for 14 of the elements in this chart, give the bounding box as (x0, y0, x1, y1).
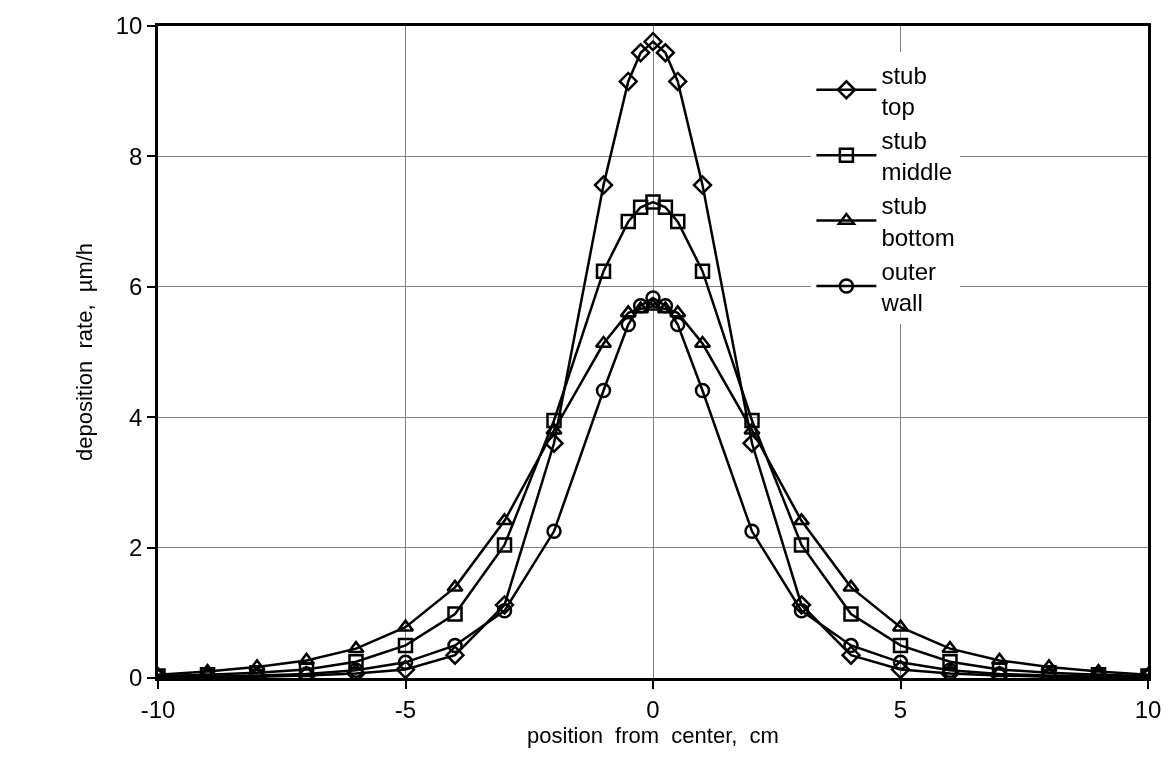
y-tick-label: 6 (129, 273, 143, 301)
y-tick-label: 2 (129, 534, 143, 561)
y-tick-label: 8 (129, 142, 143, 170)
x-axis-title: position from center, cm (527, 722, 779, 748)
legend-label: outer wall (880, 257, 937, 316)
x-tick-label: -5 (394, 695, 417, 723)
y-tick-label: 4 (129, 403, 143, 431)
y-tick-label: 0 (129, 664, 143, 692)
x-tick-label: 5 (893, 695, 908, 723)
x-tick-label: -10 (140, 695, 176, 723)
y-axis-title: deposition rate, µm/h (71, 242, 97, 462)
y-tick-label: 10 (115, 12, 143, 40)
x-tick-label: 0 (646, 695, 660, 723)
x-tick-label: 10 (1134, 695, 1162, 723)
